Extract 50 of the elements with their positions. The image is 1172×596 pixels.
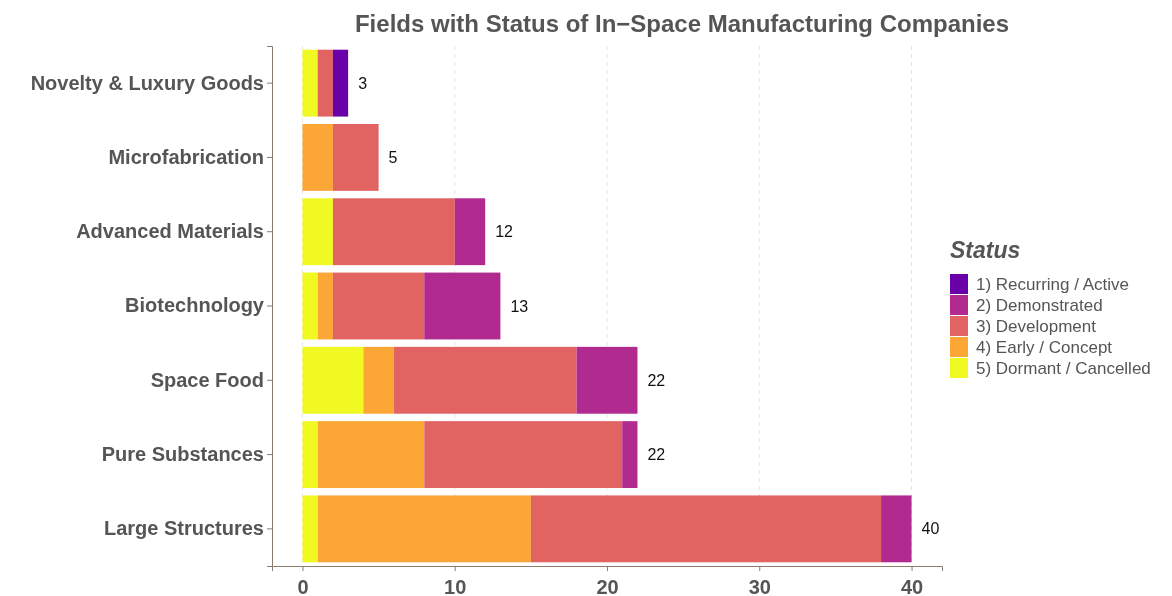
bar [454,198,486,266]
x-tick-label: 30 [748,576,771,596]
bar [363,346,394,414]
total-label: 40 [921,520,940,538]
bar [302,421,318,488]
legend-label: 2) Demonstrated [976,295,1103,315]
bar [332,124,379,191]
y-tick-label: Space Food [150,368,264,391]
y-tick-label: Biotechnology [125,294,265,317]
bar [393,346,577,414]
y-tick-label: Microfabrication [108,145,264,168]
bar [332,272,425,340]
bar [302,495,318,563]
legend-label: 5) Dormant / Cancelled [976,358,1151,378]
bar [332,49,349,117]
bar [317,421,425,488]
y-tick-label: Advanced Materials [76,220,264,243]
total-label: 22 [647,446,666,464]
bar [302,49,318,117]
legend-label: 4) Early / Concept [976,337,1113,357]
total-label: 22 [647,371,666,389]
total-label: 13 [510,297,529,315]
x-tick-label: 0 [297,576,309,596]
bar [424,272,501,340]
bar [332,198,455,266]
bar [317,495,531,563]
bar [317,49,333,117]
total-label: 3 [358,74,368,92]
total-label: 12 [495,223,514,241]
bar [622,421,638,488]
bar [302,346,364,414]
bar [302,198,333,266]
legend-title: Status [950,237,1021,263]
y-tick-label: Large Structures [103,517,264,540]
bar [317,272,333,340]
chart-title: Fields with Status of In−Space Manufacturing Companies [354,10,1010,37]
x-tick-label: 40 [900,576,924,596]
bar [302,272,318,340]
bar [881,495,912,563]
x-tick-label: 10 [444,576,467,596]
legend-label: 3) Development [976,316,1097,336]
legend-label: 1) Recurring / Active [976,274,1130,294]
x-tick-label: 20 [596,576,619,596]
bar [424,421,623,488]
bar [576,346,638,414]
bar [530,495,882,563]
y-tick-label: Pure Substances [101,442,264,465]
total-label: 5 [388,149,398,167]
bar [302,124,333,191]
y-tick-label: Novelty & Luxury Goods [30,71,264,94]
